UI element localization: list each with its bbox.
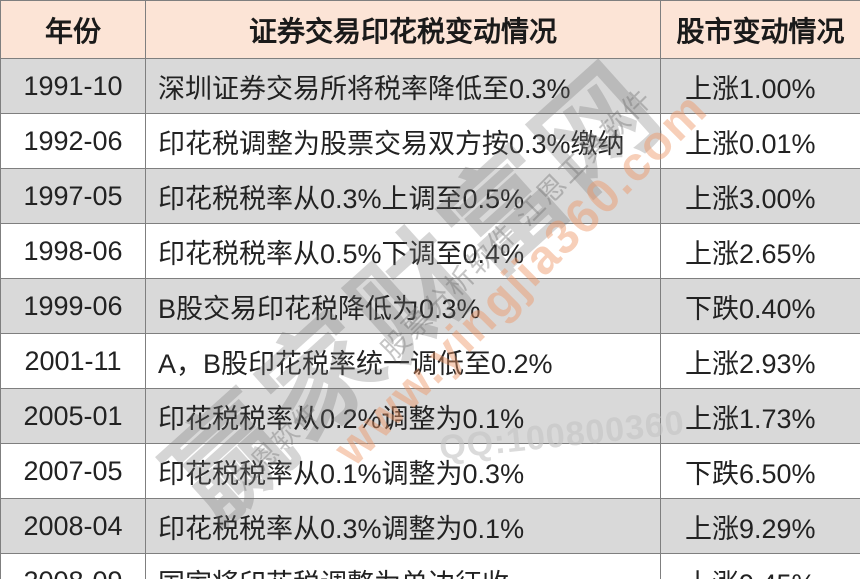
header-market-change: 股市变动情况: [660, 0, 860, 59]
table-row: 1991-10 深圳证券交易所将税率降低至0.3% 上涨1.00%: [0, 58, 860, 114]
year-cell: 2007-05: [0, 443, 146, 499]
table-row: 2008-04 印花税税率从0.3%调整为0.1% 上涨9.29%: [0, 498, 860, 554]
year-cell: 1998-06: [0, 223, 146, 279]
change-cell: 印花税税率从0.1%调整为0.3%: [145, 443, 661, 499]
change-cell: 印花税税率从0.3%上调至0.5%: [145, 168, 661, 224]
header-year: 年份: [0, 0, 146, 59]
market-cell: 上涨2.65%: [660, 223, 860, 279]
table-row: 1992-06 印花税调整为股票交易双方按0.3%缴纳 上涨0.01%: [0, 113, 860, 169]
market-cell: 下跌0.40%: [660, 278, 860, 334]
year-cell: 2001-11: [0, 333, 146, 389]
change-cell: 印花税税率从0.5%下调至0.4%: [145, 223, 661, 279]
table-row: 2005-01 印花税税率从0.2%调整为0.1% 上涨1.73%: [0, 388, 860, 444]
market-cell: 上涨9.29%: [660, 498, 860, 554]
header-stamp-tax-change: 证券交易印花税变动情况: [145, 0, 661, 59]
year-cell: 2008-04: [0, 498, 146, 554]
market-cell: 上涨2.93%: [660, 333, 860, 389]
change-cell: 国家将印花税调整为单边征收: [145, 553, 661, 579]
header-row: 年份 证券交易印花税变动情况 股市变动情况: [0, 0, 860, 59]
year-cell: 1992-06: [0, 113, 146, 169]
year-cell: 1999-06: [0, 278, 146, 334]
market-cell: 下跌6.50%: [660, 443, 860, 499]
table-row: 2008-09 国家将印花税调整为单边征收 上涨9.45%: [0, 553, 860, 579]
change-cell: 印花税调整为股票交易双方按0.3%缴纳: [145, 113, 661, 169]
change-cell: A，B股印花税率统一调低至0.2%: [145, 333, 661, 389]
change-cell: 印花税税率从0.2%调整为0.1%: [145, 388, 661, 444]
market-cell: 上涨0.01%: [660, 113, 860, 169]
market-cell: 上涨1.00%: [660, 58, 860, 114]
change-cell: 印花税税率从0.3%调整为0.1%: [145, 498, 661, 554]
table-row: 1999-06 B股交易印花税降低为0.3% 下跌0.40%: [0, 278, 860, 334]
year-cell: 1997-05: [0, 168, 146, 224]
table-row: 1997-05 印花税税率从0.3%上调至0.5% 上涨3.00%: [0, 168, 860, 224]
year-cell: 2005-01: [0, 388, 146, 444]
change-cell: 深圳证券交易所将税率降低至0.3%: [145, 58, 661, 114]
table-row: 2007-05 印花税税率从0.1%调整为0.3% 下跌6.50%: [0, 443, 860, 499]
table-row: 2001-11 A，B股印花税率统一调低至0.2% 上涨2.93%: [0, 333, 860, 389]
change-cell: B股交易印花税降低为0.3%: [145, 278, 661, 334]
table-row: 1998-06 印花税税率从0.5%下调至0.4% 上涨2.65%: [0, 223, 860, 279]
market-cell: 上涨9.45%: [660, 553, 860, 579]
market-cell: 上涨3.00%: [660, 168, 860, 224]
market-cell: 上涨1.73%: [660, 388, 860, 444]
year-cell: 1991-10: [0, 58, 146, 114]
year-cell: 2008-09: [0, 553, 146, 579]
